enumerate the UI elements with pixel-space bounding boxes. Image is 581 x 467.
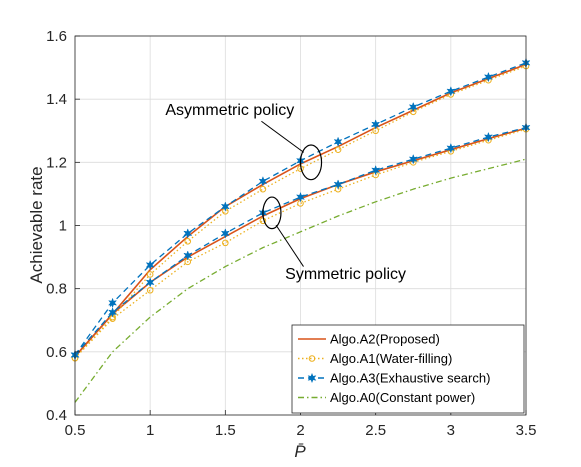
legend-marker-1 — [308, 355, 316, 362]
point-2-1-11 — [483, 131, 493, 143]
x-tick-label-3: 2 — [296, 422, 304, 439]
point-2-1-10 — [446, 142, 456, 154]
point-1-1-4 — [222, 239, 229, 247]
annotation-pointer-1 — [275, 224, 304, 267]
legend-marker-2 — [307, 372, 317, 384]
annotation-label-1: Symmetric policy — [285, 266, 406, 283]
point-2-0-4 — [220, 201, 230, 212]
point-2-0-5 — [258, 176, 268, 187]
x-axis-title: P̄ — [294, 442, 306, 461]
legend: Algo.A2(Proposed) Algo.A1(Water-filling) A… — [291, 324, 525, 414]
y-tick-label-4: 1.2 — [46, 154, 67, 171]
point-2-0-9 — [408, 101, 418, 113]
y-tick-label-6: 1.6 — [46, 28, 67, 45]
annotation-layer: Asymmetric policy Symmetric policy — [165, 102, 406, 283]
point-2-1-6 — [295, 191, 306, 203]
legend-label-2: Algo.A3(Exhaustive search) — [330, 371, 490, 386]
y-tick-label-1: 0.6 — [46, 344, 67, 361]
x-tick-label-1: 1 — [146, 422, 154, 439]
point-2-1-9 — [408, 153, 418, 165]
y-tick-label-2: 0.8 — [46, 281, 67, 298]
point-2-0-10 — [446, 86, 456, 97]
legend-label-0: Algo.A2(Proposed) — [330, 332, 440, 347]
y-tick-label-0: 0.4 — [46, 407, 67, 424]
x-tick-label-6: 3.5 — [516, 422, 537, 439]
legend-box — [291, 324, 525, 414]
x-tick-label-4: 2.5 — [365, 422, 386, 439]
point-2-1-1 — [108, 307, 118, 318]
point-2-0-8 — [371, 119, 381, 130]
y-axis-title: Achievable rate — [27, 166, 46, 283]
point-2-1-2 — [145, 277, 155, 288]
legend-label-3: Algo.A0(Constant power) — [330, 390, 475, 405]
x-tick-label-5: 3 — [447, 422, 455, 439]
point-2-0-11 — [483, 71, 493, 83]
annotation-label-0: Asymmetric policy — [165, 102, 294, 119]
point-2-0-3 — [183, 228, 193, 239]
point-2-1-7 — [333, 179, 343, 190]
point-2-1-4 — [220, 228, 230, 239]
x-tick-label-0: 0.5 — [65, 422, 86, 439]
ticks: 0.5 1 1.5 2 2.5 3 3.5 0.4 0.6 0.8 1 1.2 1.4 1.6 — [46, 28, 536, 439]
legend-label-1: Algo.A1(Water-filling) — [330, 351, 452, 366]
point-2-1-8 — [371, 165, 381, 176]
series-line-3-0 — [74, 158, 527, 403]
annotation-ellipse-0 — [299, 144, 323, 181]
point-2-0-7 — [333, 136, 343, 148]
point-2-1-3 — [183, 250, 193, 261]
point-2-0-2 — [145, 259, 155, 271]
y-tick-label-3: 1 — [59, 218, 67, 235]
y-tick-label-5: 1.4 — [46, 91, 67, 108]
annotation-ellipse-1 — [262, 196, 282, 230]
x-tick-label-2: 1.5 — [215, 422, 236, 439]
annotation-pointer-0 — [261, 120, 305, 153]
